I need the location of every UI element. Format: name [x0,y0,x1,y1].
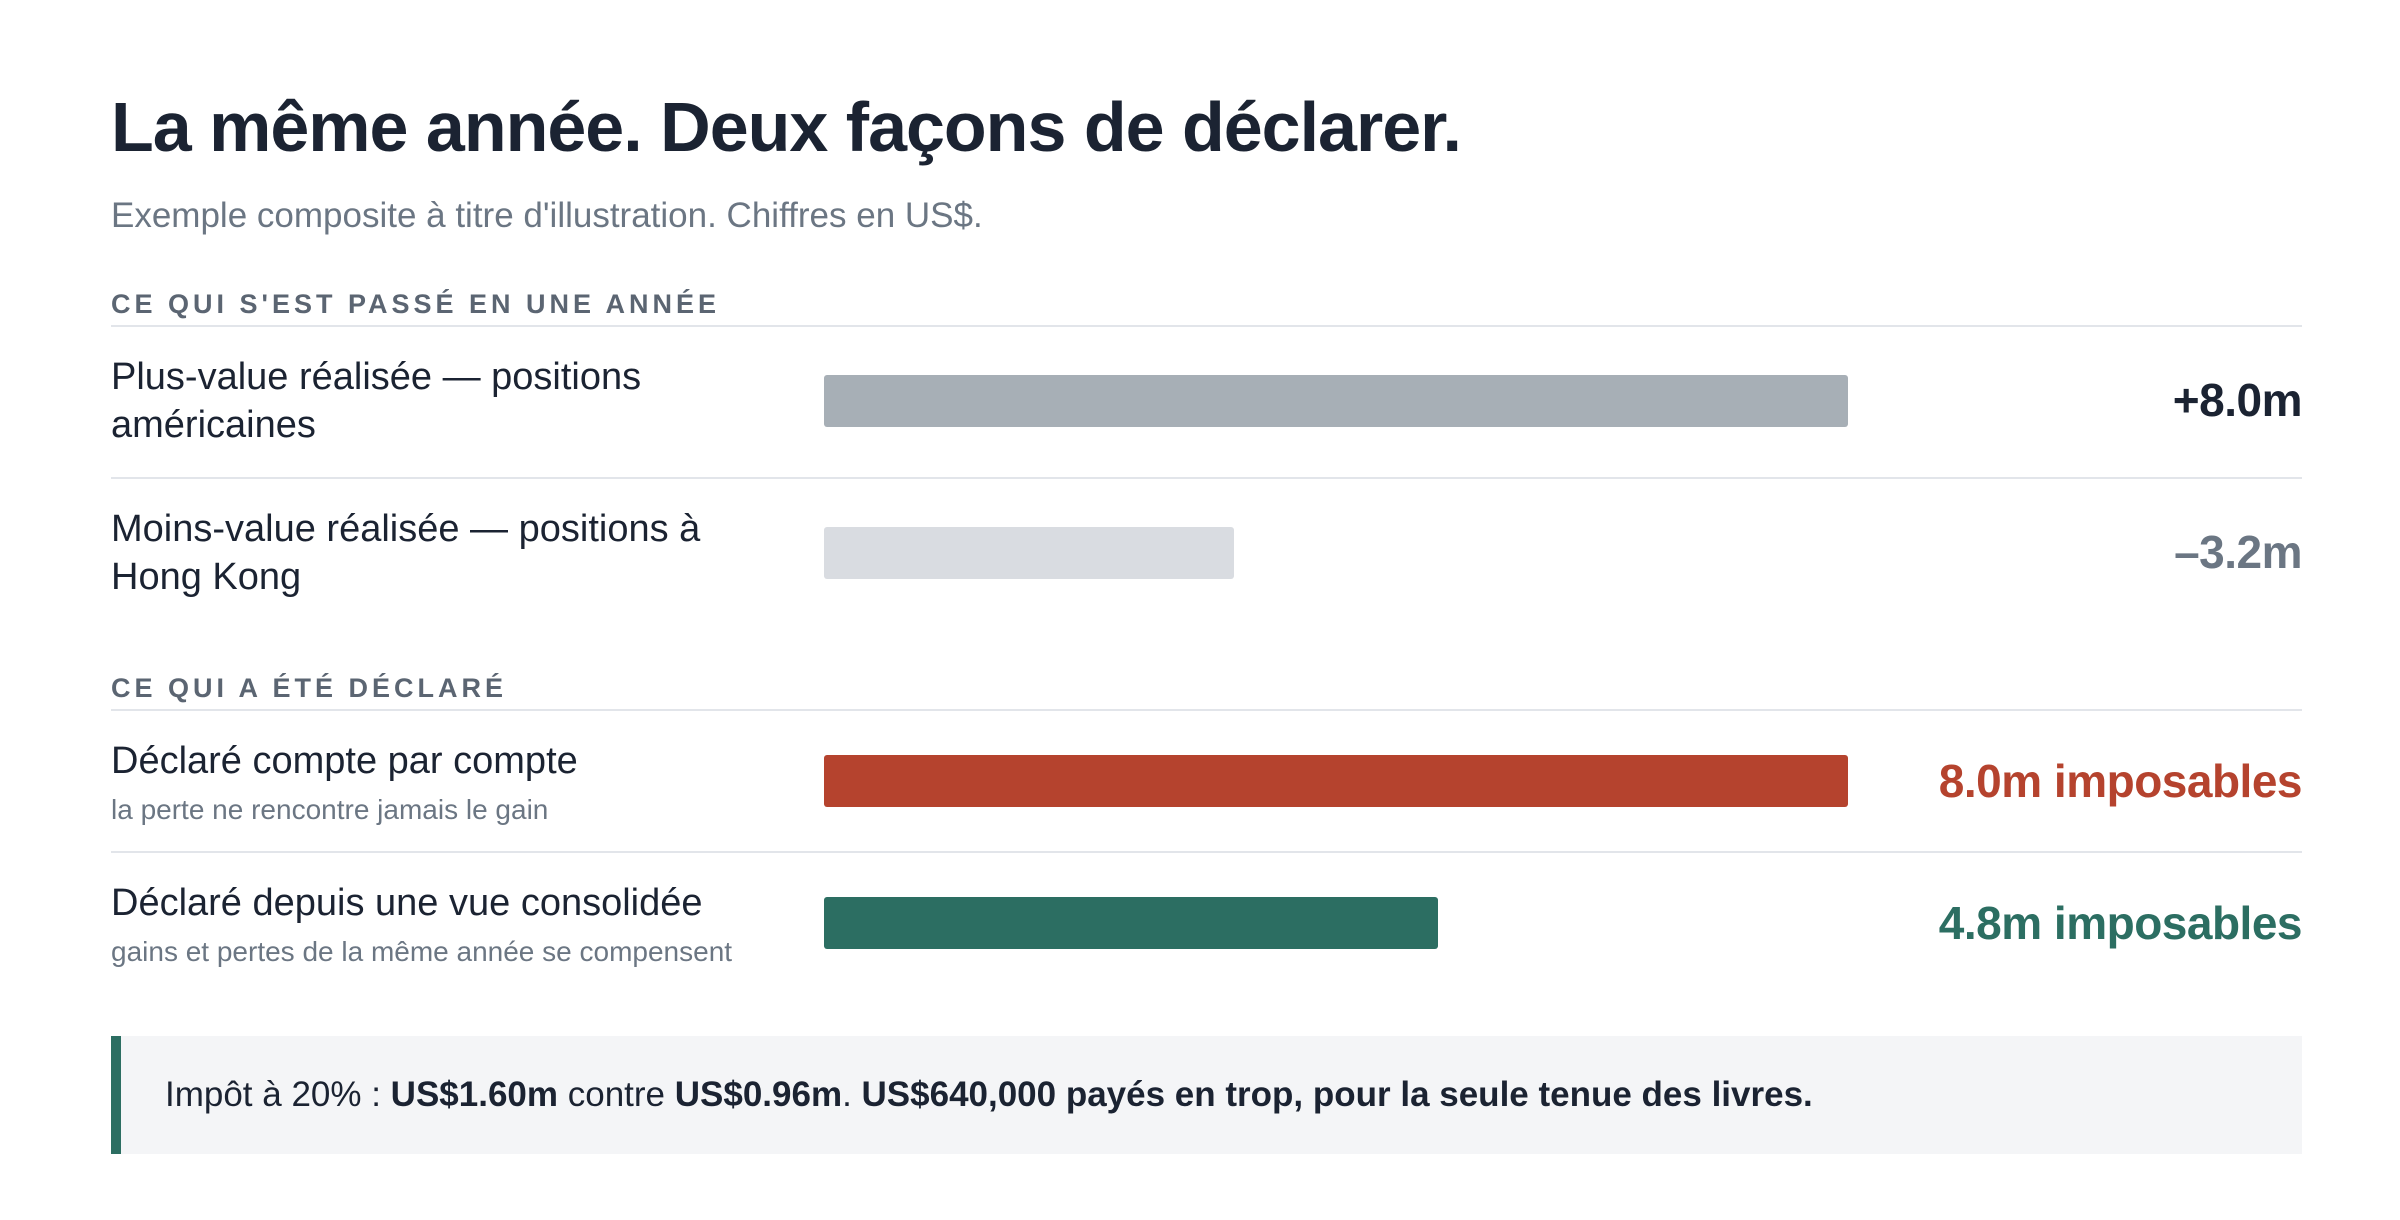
section-divider [111,325,2302,327]
page-title: La même année. Deux façons de déclarer. [111,88,1462,166]
row-sublabel-consolidated: gains et pertes de la même année se comp… [111,936,733,967]
row-label-consolidated: Déclaré depuis une vue consolidée [111,882,703,924]
value-label-separate: 8.0m imposables [1938,755,2303,807]
callout-conclusion: US$640,000 payés en trop, pour la seule … [861,1075,1813,1114]
value-label-gain: +8.0m [2172,374,2303,426]
row-divider [111,477,2302,479]
row-label-loss: Moins-value réalisée — positions à Hong … [111,508,701,598]
row-sublabel-separate: la perte ne rencontre jamais le gain [111,794,549,825]
callout-box [111,1036,2302,1154]
row-label-separate: Déclaré compte par compte [111,740,578,782]
section-divider [111,709,2302,711]
callout-middle: contre [558,1075,675,1114]
section-heading-declared: CE QUI A ÉTÉ DÉCLARÉ [111,673,508,703]
bar-gain [824,375,1848,427]
row-label-gain: Plus-value réalisée — positions américai… [111,356,642,446]
callout-sep: . [842,1075,862,1114]
bar-loss [824,527,1234,579]
value-label-consolidated: 4.8m imposables [1938,897,2303,949]
bar-separate [824,755,1848,807]
bar-consolidated [824,897,1438,949]
callout-amount-separate: US$1.60m [390,1075,558,1114]
callout-accent-bar [111,1036,121,1154]
callout-prefix: Impôt à 20% : [165,1075,391,1114]
subtitle: Exemple composite à titre d'illustration… [111,196,983,235]
value-label-loss: –3.2m [2174,526,2302,578]
row-divider [111,851,2302,853]
callout-amount-consolidated: US$0.96m [674,1075,843,1114]
callout-text: Impôt à 20% : US$1.60m contre US$0.96m. … [165,1073,1813,1117]
section-heading-happened: CE QUI S'EST PASSÉ EN UNE ANNÉE [111,289,721,319]
